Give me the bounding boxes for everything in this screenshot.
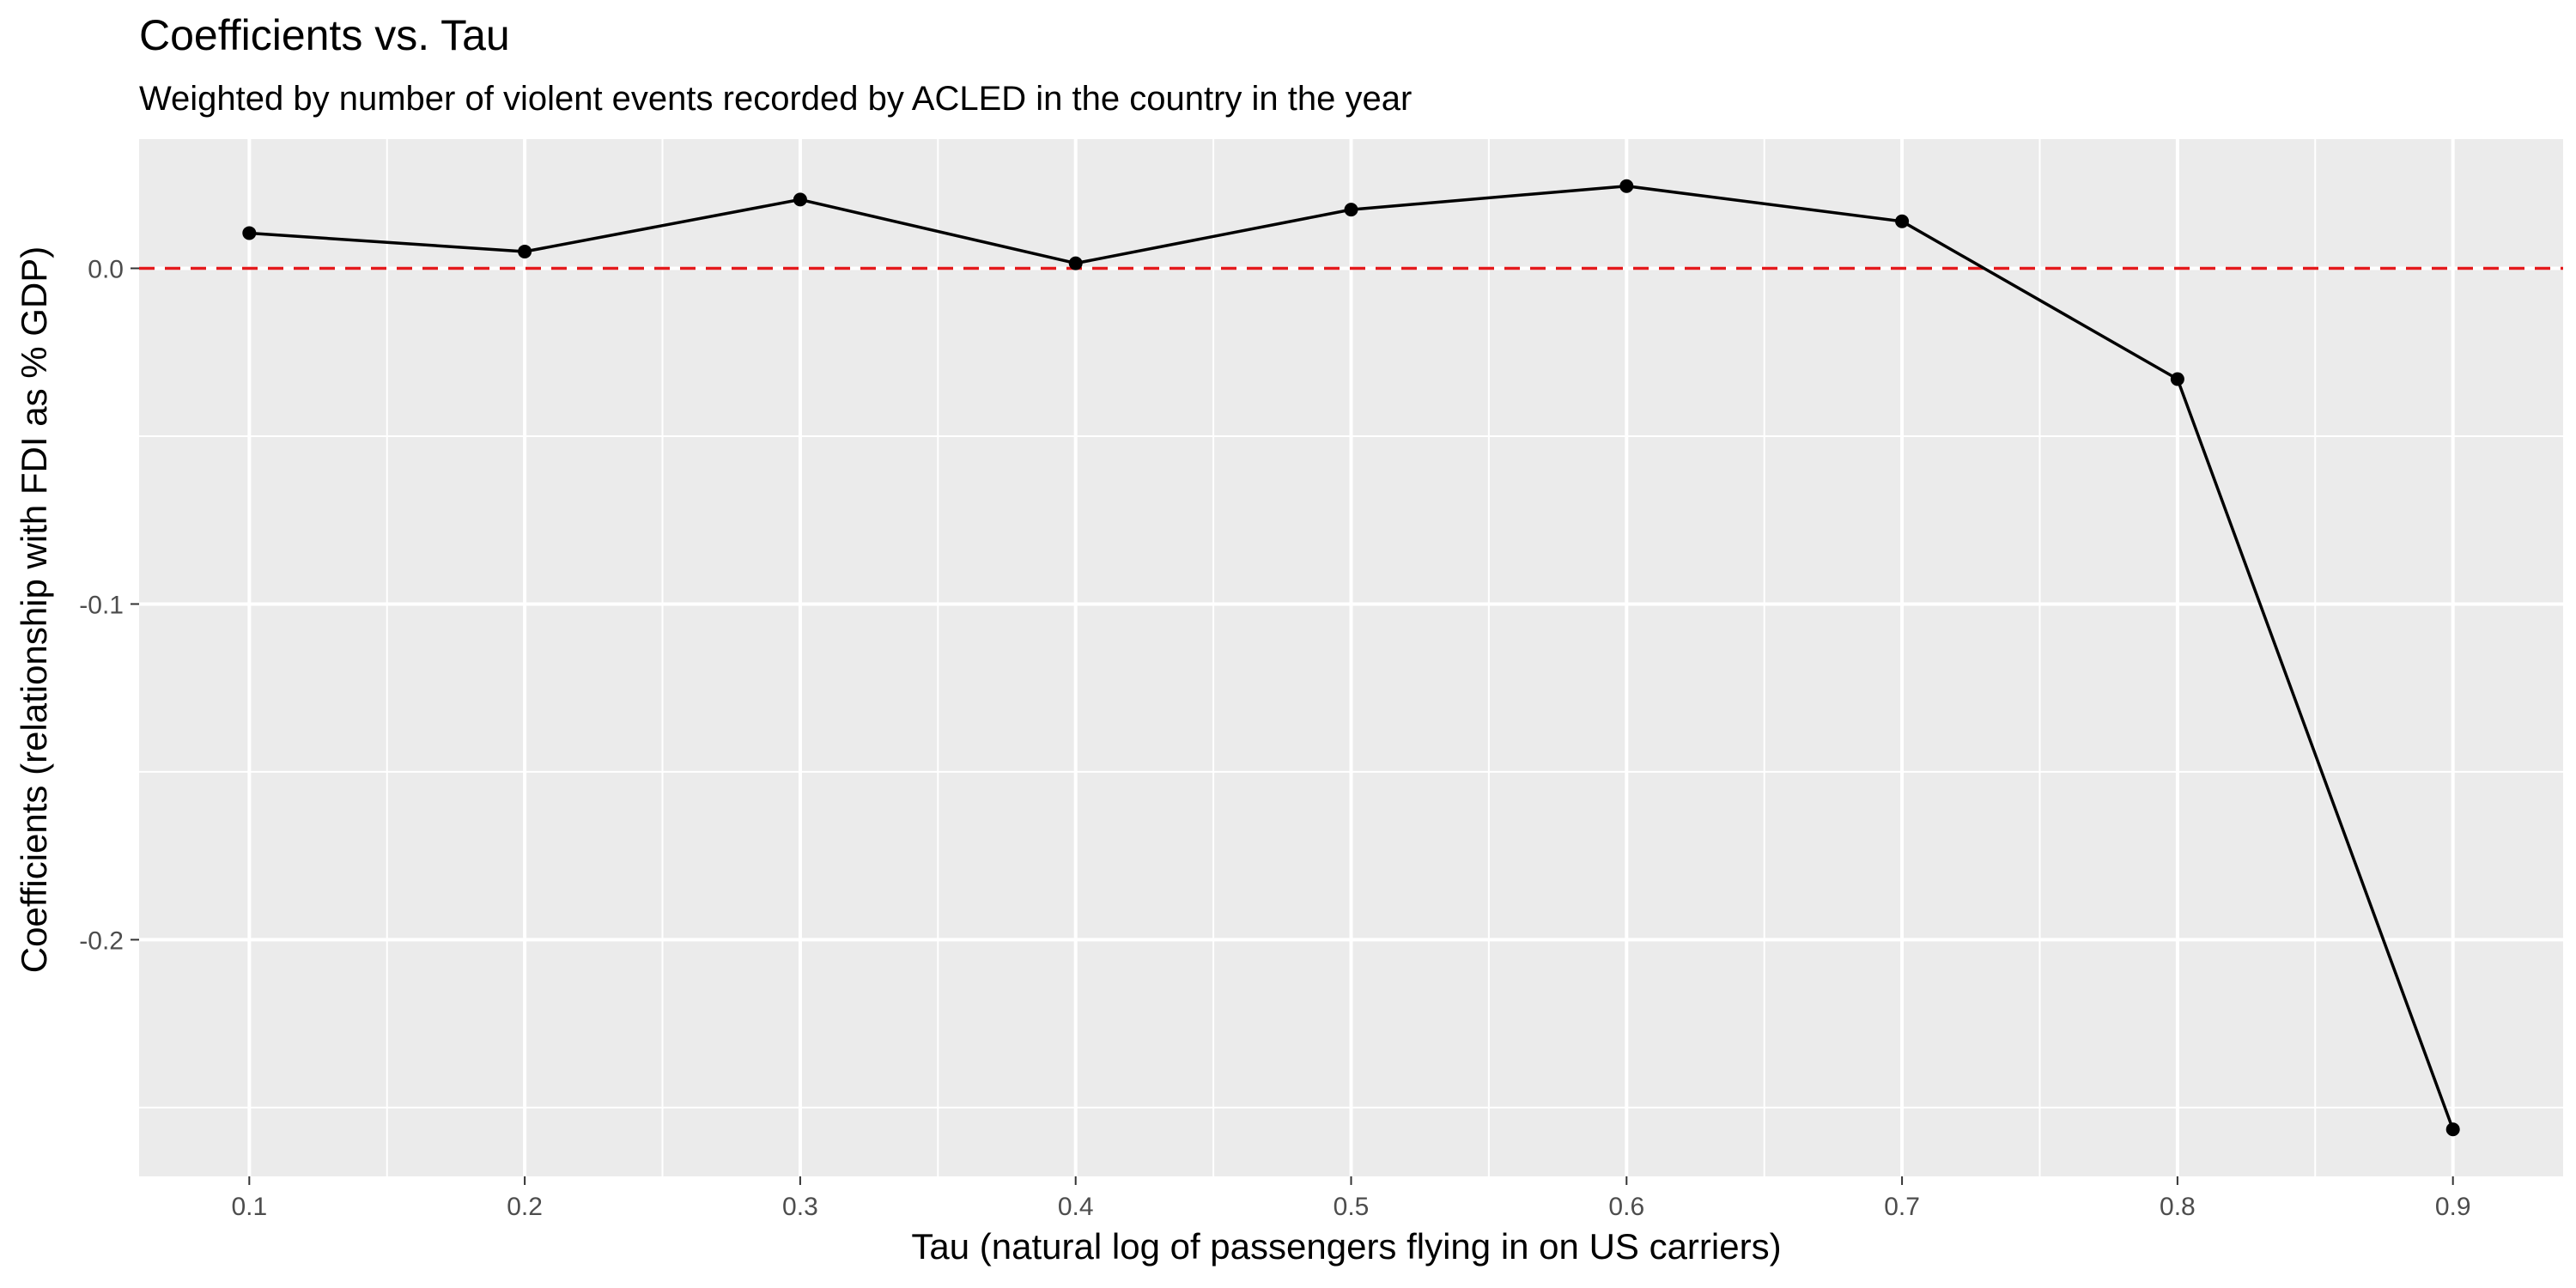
x-tick-label: 0.1: [231, 1193, 267, 1221]
y-tick-label: 0.0: [88, 256, 124, 284]
data-point: [2170, 372, 2184, 386]
x-tick-label: 0.6: [1608, 1193, 1644, 1221]
x-tick-label: 0.8: [2160, 1193, 2196, 1221]
y-axis-ticks: 0.0 -0.1 -0.2: [79, 256, 139, 955]
x-tick-label: 0.5: [1334, 1193, 1370, 1221]
x-tick-label: 0.3: [782, 1193, 818, 1221]
x-tick-label: 0.4: [1058, 1193, 1094, 1221]
data-point: [1619, 179, 1634, 193]
y-axis-title: Coefficients (relationship with FDI as %…: [14, 246, 54, 974]
x-axis-ticks: 0.1 0.2 0.3 0.4 0.5 0.6 0.7 0.8 0.9: [231, 1176, 2471, 1221]
major-gridlines: [139, 139, 2563, 1176]
x-tick-label: 0.2: [507, 1193, 543, 1221]
data-point: [793, 192, 807, 207]
data-point: [1895, 214, 1910, 228]
data-points: [242, 179, 2460, 1137]
y-tick-label: -0.1: [79, 591, 124, 619]
y-tick-label: -0.2: [79, 927, 124, 955]
x-axis-title: Tau (natural log of passengers flying in…: [911, 1226, 1781, 1267]
data-point: [518, 244, 532, 258]
chart-subtitle: Weighted by number of violent events rec…: [139, 80, 1412, 118]
data-point: [1068, 256, 1083, 270]
x-tick-label: 0.7: [1884, 1193, 1920, 1221]
data-point: [2445, 1122, 2460, 1137]
data-point: [1344, 203, 1358, 217]
data-point: [242, 226, 257, 240]
chart-title: Coefficients vs. Tau: [139, 11, 510, 59]
x-tick-label: 0.9: [2435, 1193, 2471, 1221]
